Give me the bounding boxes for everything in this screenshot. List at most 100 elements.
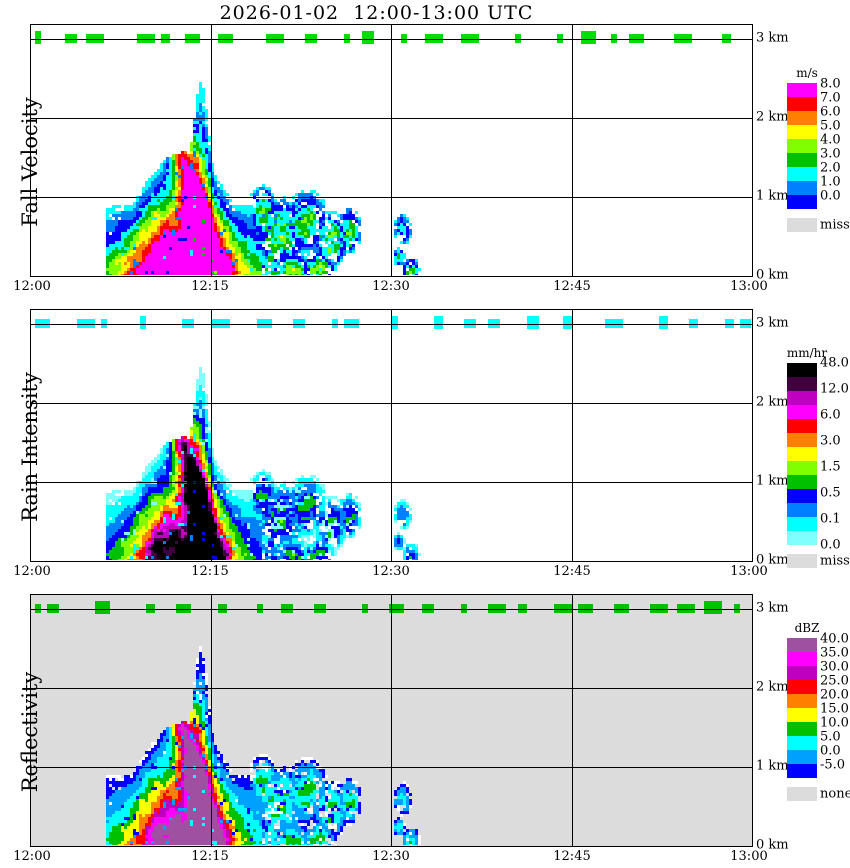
xtick-1300-p1: 13:00 [730, 564, 768, 579]
xtick-1300-p2: 13:00 [730, 849, 768, 864]
xtick-1245-p1: 12:45 [553, 564, 591, 579]
colorbar-swatch [787, 722, 817, 736]
colorbar-swatch [787, 125, 817, 139]
colorbar-swatch [787, 694, 817, 708]
colorbar-swatch [787, 153, 817, 167]
colorbar-swatch [787, 489, 817, 503]
xtick-1200-p2: 12:00 [13, 849, 51, 864]
xtick-1200-p0: 12:00 [13, 279, 51, 294]
colorbar-swatch [787, 111, 817, 125]
colorbar-swatch [787, 139, 817, 153]
colorbar-tick: 0.0 [820, 537, 841, 553]
colorbar-swatch [787, 419, 817, 433]
colorbar-unit-rain-intensity: mm/hr [786, 346, 828, 360]
plot-area-reflectivity[interactable] [30, 594, 753, 847]
colorbar-swatch [787, 708, 817, 722]
colorbar-swatch [787, 638, 817, 652]
colorbar-tick: 0.5 [820, 485, 841, 501]
colorbar-swatch [787, 736, 817, 750]
colorbar-tick: 1.0 [820, 174, 841, 190]
colorbar-tick: 8.0 [820, 76, 841, 92]
colorbar-swatch [787, 750, 817, 764]
xtick-1230-p2: 12:30 [372, 849, 410, 864]
ytick-2km-p2: 2 km [756, 679, 789, 695]
colorbar-swatch [787, 652, 817, 666]
colorbar-tick: 5.0 [820, 118, 841, 134]
colorbar-swatch [787, 363, 817, 377]
page-title: 2026-01-02 12:00-13:00 UTC [219, 2, 534, 24]
colorbar-swatch [787, 764, 817, 778]
colorbar-tick: 0.0 [820, 743, 841, 759]
colorbar-tick: 15.0 [820, 701, 849, 717]
colorbar-missing-label: miss [820, 217, 850, 233]
ytick-0km-p2: 0 km [756, 837, 789, 853]
colorbar-missing-swatch [787, 787, 817, 801]
colorbar-missing-label: miss [820, 553, 850, 569]
xtick-1245-p0: 12:45 [553, 279, 591, 294]
colorbar-missing-label: none [820, 786, 850, 802]
xtick-1300-p0: 13:00 [730, 279, 768, 294]
colorbar-tick: 10.0 [820, 715, 849, 731]
plot-area-fall-velocity[interactable] [30, 24, 753, 277]
colorbar-tick: 0.0 [820, 188, 841, 204]
ytick-3km-p1: 3 km [756, 315, 789, 331]
xtick-1245-p2: 12:45 [553, 849, 591, 864]
colorbar-swatch [787, 391, 817, 405]
axis-title-rain-intensity: Rain Intensity [18, 372, 42, 522]
colorbar-tick: 3.0 [820, 433, 841, 449]
xtick-1230-p0: 12:30 [372, 279, 410, 294]
colorbar-tick: 7.0 [820, 90, 841, 106]
colorbar-tick: 35.0 [820, 645, 849, 661]
colorbar-swatch [787, 461, 817, 475]
colorbar-swatch [787, 447, 817, 461]
colorbar-swatch [787, 503, 817, 517]
colorbar-swatch [787, 195, 817, 209]
ytick-2km-p1: 2 km [756, 394, 789, 410]
colorbar-swatch [787, 680, 817, 694]
colorbar-swatch [787, 97, 817, 111]
ytick-2km-p0: 2 km [756, 109, 789, 125]
panel-reflectivity [30, 594, 753, 847]
colorbar-tick: 1.5 [820, 459, 841, 475]
panel-rain-intensity [30, 309, 753, 562]
colorbar-tick: 25.0 [820, 673, 849, 689]
ytick-1km-p2: 1 km [756, 758, 789, 774]
colorbar-missing-swatch [787, 218, 817, 232]
colorbar-tick: 6.0 [820, 407, 841, 423]
colorbar-swatch [787, 531, 817, 545]
xtick-1215-p0: 12:15 [191, 279, 229, 294]
colorbar-swatch [787, 83, 817, 97]
colorbar-tick: 2.0 [820, 160, 841, 176]
ytick-0km-p0: 0 km [756, 267, 789, 283]
ytick-1km-p0: 1 km [756, 188, 789, 204]
colorbar-tick: -5.0 [820, 757, 846, 773]
colorbar-swatch [787, 666, 817, 680]
colorbar-tick: 30.0 [820, 659, 849, 675]
colorbar-swatch [787, 167, 817, 181]
colorbar-tick: 0.1 [820, 511, 841, 527]
colorbar-unit-fall-velocity: m/s [796, 66, 818, 80]
panel-fall-velocity [30, 24, 753, 277]
ytick-0km-p1: 0 km [756, 552, 789, 568]
ytick-1km-p1: 1 km [756, 473, 789, 489]
colorbar-swatch [787, 377, 817, 391]
xtick-1215-p1: 12:15 [191, 564, 229, 579]
xtick-1215-p2: 12:15 [191, 849, 229, 864]
colorbar-tick: 48.0 [820, 355, 849, 371]
colorbar-swatch [787, 517, 817, 531]
colorbar-tick: 4.0 [820, 132, 841, 148]
axis-title-reflectivity: Reflectivity [18, 671, 42, 793]
colorbar-swatch [787, 181, 817, 195]
xtick-1200-p1: 12:00 [13, 564, 51, 579]
colorbar-tick: 20.0 [820, 687, 849, 703]
colorbar-missing-swatch [787, 554, 817, 568]
ytick-3km-p0: 3 km [756, 30, 789, 46]
ytick-3km-p2: 3 km [756, 600, 789, 616]
colorbar-tick: 40.0 [820, 631, 849, 647]
colorbar-tick: 5.0 [820, 729, 841, 745]
colorbar-tick: 6.0 [820, 104, 841, 120]
colorbar-swatch [787, 433, 817, 447]
colorbar-swatch [787, 475, 817, 489]
plot-area-rain-intensity[interactable] [30, 309, 753, 562]
axis-title-fall-velocity: Fall Velocity [18, 97, 42, 227]
